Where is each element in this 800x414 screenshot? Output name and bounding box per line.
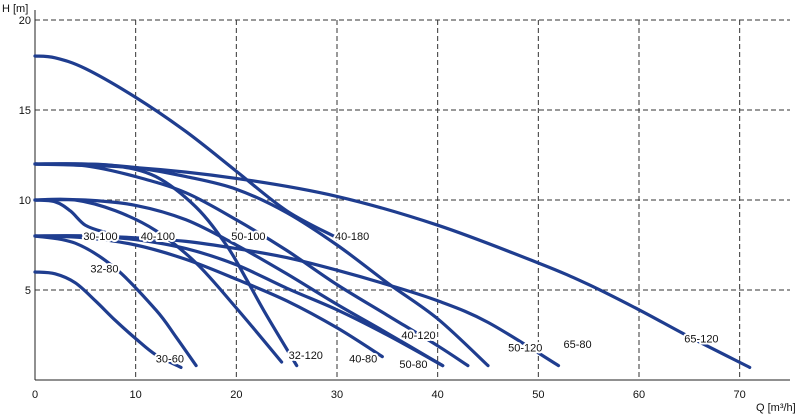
curve-65-120: [33, 162, 752, 369]
curve-40-80: [33, 234, 384, 359]
curve-label: 40-120: [401, 330, 435, 342]
curve-65-80: [33, 234, 561, 368]
x-tick-label: 0: [32, 389, 38, 401]
curve-label: 30-60: [156, 353, 184, 365]
curve-30-60: [33, 270, 183, 369]
y-axis-title: H [m]: [2, 3, 28, 15]
x-tick-label: 10: [130, 389, 142, 401]
y-tick-label: 15: [19, 105, 31, 117]
curve-50-100: [33, 198, 445, 368]
x-axis-title: Q [m³/h]: [756, 402, 796, 414]
curve-labels: 30-100 40-100 50-100 40-180 32-80 30-60 32-120…: [81, 229, 720, 373]
curve-label: 50-120: [508, 343, 542, 355]
curve-40-120: [33, 162, 470, 368]
curve-label: 32-120: [289, 350, 323, 362]
curve-label: 50-100: [231, 231, 265, 243]
curve-label: 40-180: [335, 231, 369, 243]
curve-32-80: [33, 234, 198, 368]
curve-label: 50-80: [399, 359, 427, 371]
curve-label: 40-80: [349, 353, 377, 365]
y-tick-label: 5: [25, 285, 31, 297]
curve-label: 40-100: [141, 231, 175, 243]
series: [33, 54, 752, 369]
y-tick-label: 10: [19, 195, 31, 207]
y-tick-label: 20: [19, 15, 31, 27]
curve-40-180: [33, 54, 339, 240]
curve-label: 32-80: [90, 263, 118, 275]
x-tick-label: 20: [230, 389, 242, 401]
x-tick-label: 70: [734, 389, 746, 401]
grid: [35, 19, 790, 380]
curve-label: 65-80: [564, 339, 592, 351]
axes: 0 10 20 30 40 50 60 70 5 10 15 20: [19, 10, 790, 401]
x-tick-label: 40: [432, 389, 444, 401]
x-tick-label: 30: [331, 389, 343, 401]
curve-30-100: [33, 198, 118, 236]
curve-label: 30-100: [83, 231, 117, 243]
x-tick-label: 50: [532, 389, 544, 401]
x-tick-label: 60: [633, 389, 645, 401]
curve-label: 65-120: [684, 334, 718, 346]
